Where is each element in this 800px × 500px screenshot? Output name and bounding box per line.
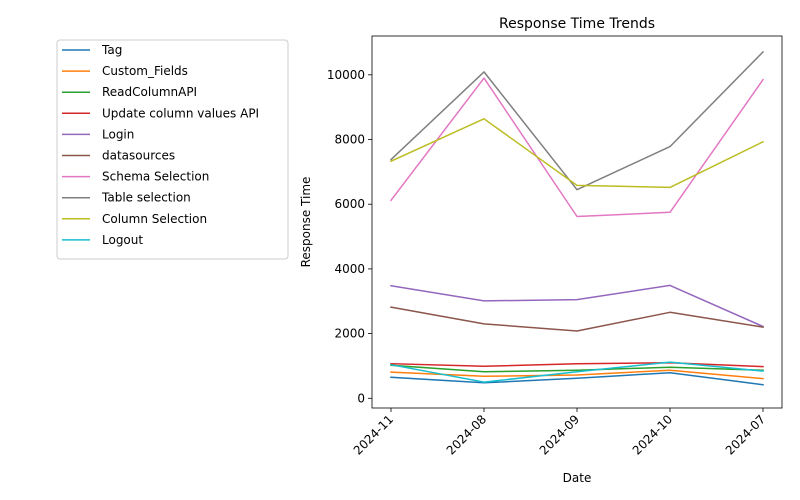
legend-label: Logout bbox=[102, 233, 143, 247]
series-line-1 bbox=[390, 369, 764, 380]
x-tick-label: 2024-11 bbox=[351, 412, 396, 457]
legend-label: Tag bbox=[101, 43, 122, 57]
x-tick-label: 2024-10 bbox=[630, 412, 675, 457]
y-axis-label: Response Time bbox=[299, 177, 313, 268]
legend-label: Custom_Fields bbox=[102, 64, 188, 78]
series-line-0 bbox=[390, 371, 764, 386]
legend-label: Login bbox=[102, 127, 134, 141]
series-line-5 bbox=[390, 306, 764, 332]
y-tick-label: 2000 bbox=[334, 327, 365, 341]
series-line-8 bbox=[390, 118, 765, 189]
legend-label: Table selection bbox=[101, 191, 191, 205]
x-axis-label: Date bbox=[563, 471, 592, 485]
plot-area: 0 2000 4000 6000 8000 10000 2024-11 2024-08 2024… bbox=[327, 35, 783, 458]
y-tick-label: 6000 bbox=[334, 197, 365, 211]
series-line-2 bbox=[390, 364, 764, 373]
legend-label: ReadColumnAPI bbox=[102, 85, 197, 99]
x-tick-label: 2024-09 bbox=[537, 412, 582, 457]
legend: Tag Custom_Fields ReadColumnAPI Update colu… bbox=[56, 39, 289, 260]
series-line-9 bbox=[390, 361, 764, 383]
legend-label: datasources bbox=[102, 149, 175, 163]
series-line-3 bbox=[390, 361, 764, 368]
y-tick-label: 8000 bbox=[334, 133, 365, 147]
legend-label: Update column values API bbox=[102, 106, 259, 120]
chart-title: Response Time Trends bbox=[499, 16, 655, 32]
y-tick-label: 4000 bbox=[334, 262, 365, 276]
x-tick-label: 2024-07 bbox=[723, 412, 768, 457]
series-line-4 bbox=[390, 284, 764, 328]
legend-label: Column Selection bbox=[102, 212, 207, 226]
x-tick-label: 2024-08 bbox=[444, 412, 489, 457]
y-tick-label: 10000 bbox=[327, 68, 365, 82]
series-line-6 bbox=[389, 77, 765, 218]
y-tick-label: 0 bbox=[357, 391, 365, 405]
legend-label: Schema Selection bbox=[102, 170, 209, 184]
series-line-7 bbox=[389, 50, 765, 191]
legend-frame bbox=[56, 39, 289, 260]
axes-frame bbox=[371, 35, 783, 409]
